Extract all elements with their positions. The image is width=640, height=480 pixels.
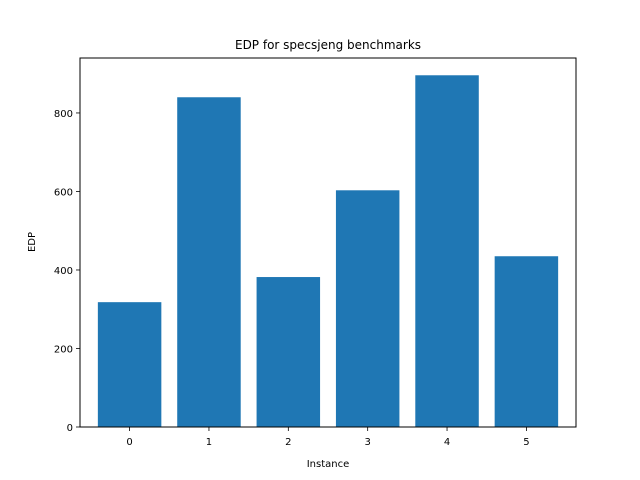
y-tick-label: 800 xyxy=(54,109,73,120)
bar-5 xyxy=(494,256,559,427)
bars-group xyxy=(97,75,559,428)
x-axis-ticks: 0 1 2 3 4 5 xyxy=(126,427,530,448)
y-tick-label: 400 xyxy=(54,266,73,277)
x-tick-label: 5 xyxy=(523,437,529,448)
plot-frame xyxy=(79,57,577,428)
y-tick-label: 600 xyxy=(54,187,73,198)
x-tick-label: 4 xyxy=(444,437,450,448)
chart-title: EDP for specsjeng benchmarks xyxy=(235,38,421,52)
x-axis-label: Instance xyxy=(307,459,350,470)
bar-1 xyxy=(177,97,241,428)
x-tick-label: 2 xyxy=(285,437,291,448)
x-tick-label: 0 xyxy=(126,437,132,448)
x-tick-label: 3 xyxy=(364,437,370,448)
y-tick-label: 0 xyxy=(67,423,73,434)
bar-0 xyxy=(97,302,162,427)
bar-2 xyxy=(256,277,321,427)
y-axis-label: EDP xyxy=(27,232,38,252)
y-tick-label: 200 xyxy=(54,344,73,355)
y-axis-ticks: 0 200 400 600 800 xyxy=(54,109,80,434)
bar-4 xyxy=(415,75,479,427)
x-tick-label: 1 xyxy=(206,437,212,448)
bar-3 xyxy=(335,190,400,427)
